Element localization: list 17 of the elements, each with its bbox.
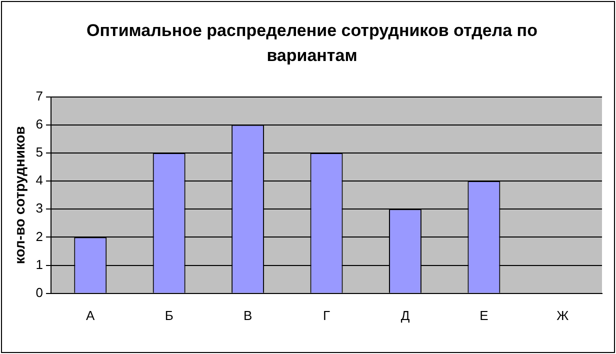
y-tick-label: 7 <box>36 88 44 104</box>
y-tick-label: 6 <box>36 116 44 132</box>
x-tick-label: Е <box>480 308 489 323</box>
x-tick-label: Д <box>400 308 410 323</box>
x-tick-label: Г <box>322 308 330 323</box>
y-tick-label: 5 <box>36 144 44 160</box>
y-tick-label: 0 <box>36 284 44 300</box>
y-tick-label: 1 <box>36 256 44 272</box>
x-tick-label: В <box>243 308 252 323</box>
x-tick-label: А <box>86 308 96 323</box>
x-tick-label: Б <box>164 308 174 323</box>
y-axis-title: кол-во сотрудников <box>11 126 28 264</box>
x-tick-label: Ж <box>556 308 569 323</box>
chart-title: Оптимальное распределение сотрудников отдела по вариантам <box>86 20 538 67</box>
y-tick-label: 2 <box>36 228 44 244</box>
y-tick-label: 3 <box>36 200 44 216</box>
y-tick-label: 4 <box>36 172 44 188</box>
